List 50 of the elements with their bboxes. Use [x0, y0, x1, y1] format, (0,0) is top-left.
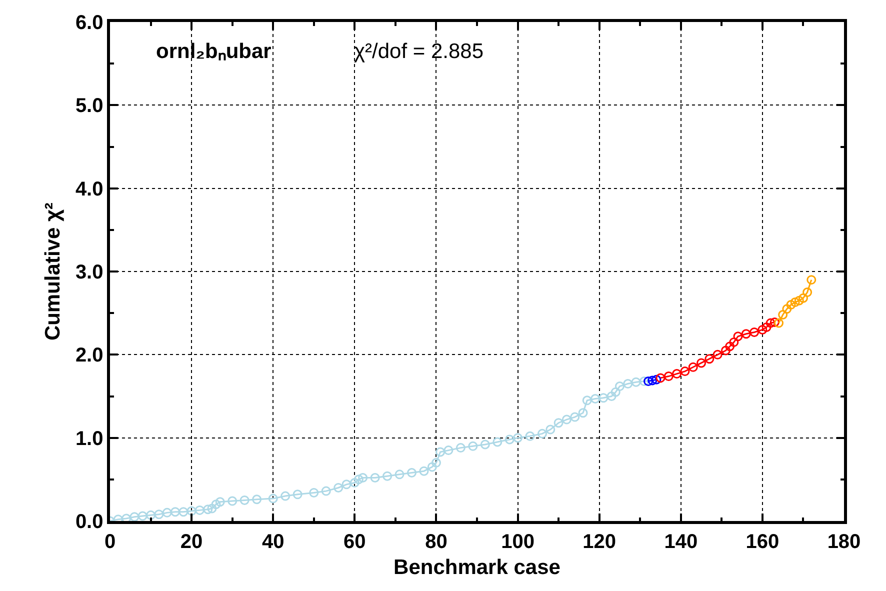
x-axis-title: Benchmark case: [394, 556, 560, 579]
point: [758, 324, 768, 334]
point: [782, 304, 792, 314]
y-tick-label: 2.0: [75, 344, 104, 367]
point: [766, 318, 776, 328]
point: [794, 296, 804, 306]
point: [704, 354, 714, 364]
point: [720, 346, 730, 356]
point: [786, 300, 796, 310]
y-tick-label: 6.0: [75, 12, 104, 34]
x-tick-label: 160: [746, 530, 780, 553]
point: [672, 369, 682, 379]
point: [644, 376, 654, 386]
x-tick-label: 0: [104, 530, 116, 553]
point: [778, 310, 788, 320]
point: [680, 366, 690, 376]
y-tick-label: 5.0: [75, 95, 104, 118]
point: [664, 372, 674, 382]
x-tick-label: 100: [501, 530, 534, 553]
point: [652, 374, 662, 384]
annotation: ornl₂bₙubar: [156, 40, 272, 63]
point: [770, 317, 780, 327]
point: [798, 293, 808, 303]
point: [774, 318, 784, 328]
point: [725, 342, 735, 352]
y-tick-label: 1.0: [75, 428, 104, 450]
y-tick-label: 4.0: [75, 178, 104, 200]
point: [656, 373, 666, 383]
x-tick-label: 80: [425, 530, 448, 553]
point: [741, 329, 751, 339]
point: [806, 275, 816, 285]
point: [790, 298, 800, 308]
x-tick-label: 60: [344, 530, 366, 553]
x-tick-label: 40: [262, 530, 284, 553]
point: [733, 332, 743, 342]
point: [750, 327, 760, 337]
point: [802, 288, 812, 298]
x-tick-label: 140: [664, 530, 698, 553]
x-tick-label: 180: [827, 530, 861, 553]
point: [712, 350, 722, 360]
y-tick-label: 3.0: [75, 262, 104, 284]
annotation: χ²/dof = 2.885: [354, 40, 484, 63]
point: [762, 322, 772, 332]
point: [688, 362, 698, 372]
point: [729, 337, 739, 347]
x-tick-label: 120: [582, 530, 616, 553]
y-tick-label: 0.0: [75, 511, 104, 533]
x-tick-label: 20: [180, 530, 203, 553]
point: [696, 358, 706, 368]
y-axis-title: Cumulative χ²: [42, 202, 65, 341]
